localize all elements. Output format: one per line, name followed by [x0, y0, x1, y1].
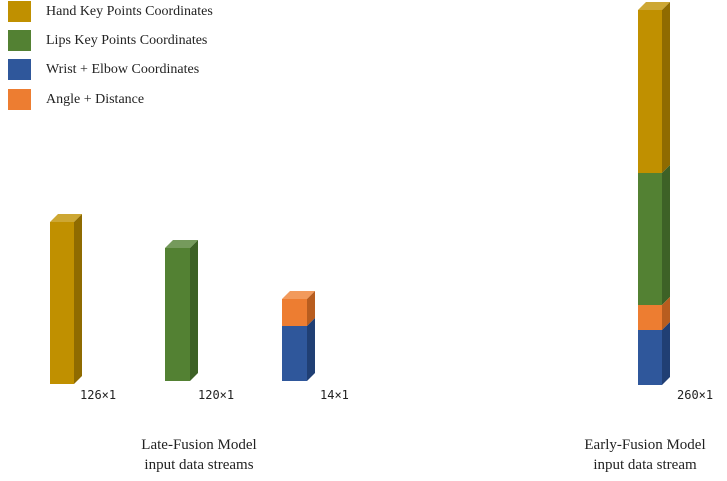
lips-dim-label: 120×1	[198, 388, 235, 402]
early-fusion-stacked-bar	[638, 2, 670, 385]
late-fusion-caption: Late-Fusion Model input data streams	[99, 435, 299, 475]
wrist-angle-stream-bar	[282, 291, 315, 381]
wrist-angle-dim-label: 14×1	[320, 388, 349, 402]
early-fusion-caption-line2: input data stream	[593, 457, 697, 473]
legend-label-lips: Lips Key Points Coordinates	[46, 33, 208, 48]
legend-swatch-angle-distance	[8, 89, 31, 110]
legend-item-hand: Hand Key Points Coordinates	[8, 1, 308, 23]
legend-item-lips: Lips Key Points Coordinates	[8, 30, 308, 52]
legend-label-angle-distance: Angle + Distance	[46, 92, 145, 107]
hand-stream-bar	[50, 214, 82, 384]
legend-swatch-wrist-elbow	[8, 59, 31, 80]
legend-swatch-hand	[8, 1, 31, 22]
early-fusion-caption: Early-Fusion Model input data stream	[565, 435, 725, 475]
late-fusion-caption-line2: input data streams	[144, 457, 254, 473]
legend-label-hand: Hand Key Points Coordinates	[46, 4, 213, 19]
legend-swatch-lips	[8, 30, 31, 51]
lips-stream-bar	[165, 240, 198, 381]
legend-item-angle-distance: Angle + Distance	[8, 89, 308, 111]
late-fusion-caption-line1: Late-Fusion Model	[141, 437, 257, 453]
legend-label-wrist-elbow: Wrist + Elbow Coordinates	[46, 62, 200, 77]
legend-item-wrist-elbow: Wrist + Elbow Coordinates	[8, 59, 308, 81]
hand-dim-label: 126×1	[80, 388, 117, 402]
early-fusion-caption-line1: Early-Fusion Model	[584, 437, 706, 453]
early-fusion-dim-label: 260×1	[677, 388, 714, 402]
